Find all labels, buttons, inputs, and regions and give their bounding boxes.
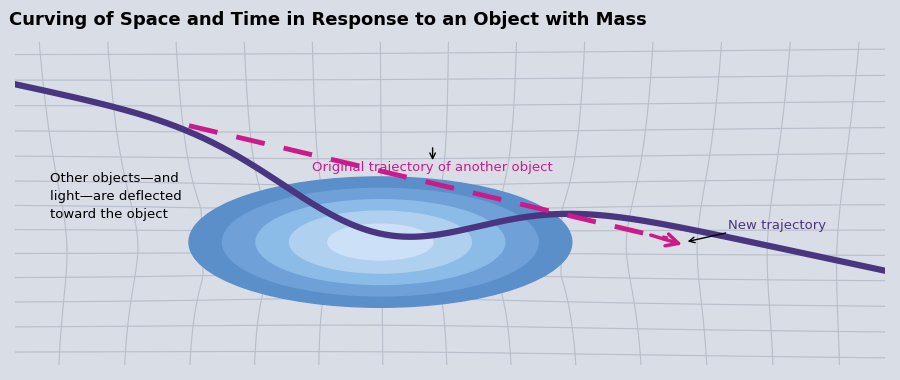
- Text: New trajectory: New trajectory: [728, 219, 826, 232]
- Ellipse shape: [189, 177, 572, 307]
- Text: Other objects—and
light—are deflected
toward the object: Other objects—and light—are deflected to…: [50, 173, 182, 221]
- Ellipse shape: [222, 188, 538, 296]
- Ellipse shape: [268, 204, 493, 280]
- Ellipse shape: [290, 211, 472, 273]
- Text: Original trajectory of another object: Original trajectory of another object: [312, 161, 553, 174]
- Text: Curving of Space and Time in Response to an Object with Mass: Curving of Space and Time in Response to…: [9, 11, 647, 29]
- Ellipse shape: [328, 224, 433, 260]
- Ellipse shape: [256, 200, 505, 285]
